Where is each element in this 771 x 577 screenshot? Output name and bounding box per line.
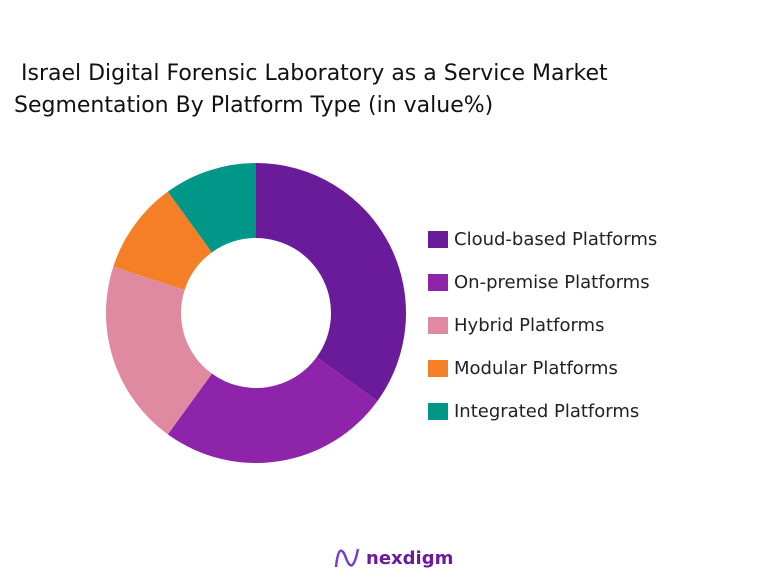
legend-label: Cloud-based Platforms [454, 229, 658, 250]
slice-modular-platforms [113, 191, 212, 290]
legend-item: Integrated Platforms [428, 390, 657, 433]
title-line-2: Segmentation By Platform Type (in value%… [14, 93, 494, 118]
legend-item: Modular Platforms [428, 347, 657, 390]
legend-label: Integrated Platforms [454, 401, 640, 422]
slice-cloud-based-platforms [256, 163, 406, 402]
chart-title: Israel Digital Forensic Laboratory as a … [14, 58, 608, 122]
legend-swatch [428, 403, 448, 420]
nexdigm-logo-icon [334, 548, 360, 568]
legend-item: Hybrid Platforms [428, 304, 657, 347]
legend-swatch [428, 360, 448, 377]
legend-label: On-premise Platforms [454, 272, 650, 293]
legend-swatch [428, 274, 448, 291]
slice-integrated-platforms [167, 163, 256, 253]
slice-hybrid-platforms [106, 266, 212, 435]
legend-item: Cloud-based Platforms [428, 218, 657, 261]
nexdigm-logo: nexdigm [334, 545, 453, 571]
legend-swatch [428, 317, 448, 334]
legend-swatch [428, 231, 448, 248]
slice-on-premise-platforms [167, 357, 378, 463]
logo-text: nexdigm [366, 547, 454, 569]
legend-item: On-premise Platforms [428, 261, 657, 304]
legend-label: Modular Platforms [454, 358, 618, 379]
legend: Cloud-based Platforms On-premise Platform… [428, 218, 657, 433]
title-line-1: Israel Digital Forensic Laboratory as a … [14, 61, 608, 86]
legend-label: Hybrid Platforms [454, 315, 605, 336]
